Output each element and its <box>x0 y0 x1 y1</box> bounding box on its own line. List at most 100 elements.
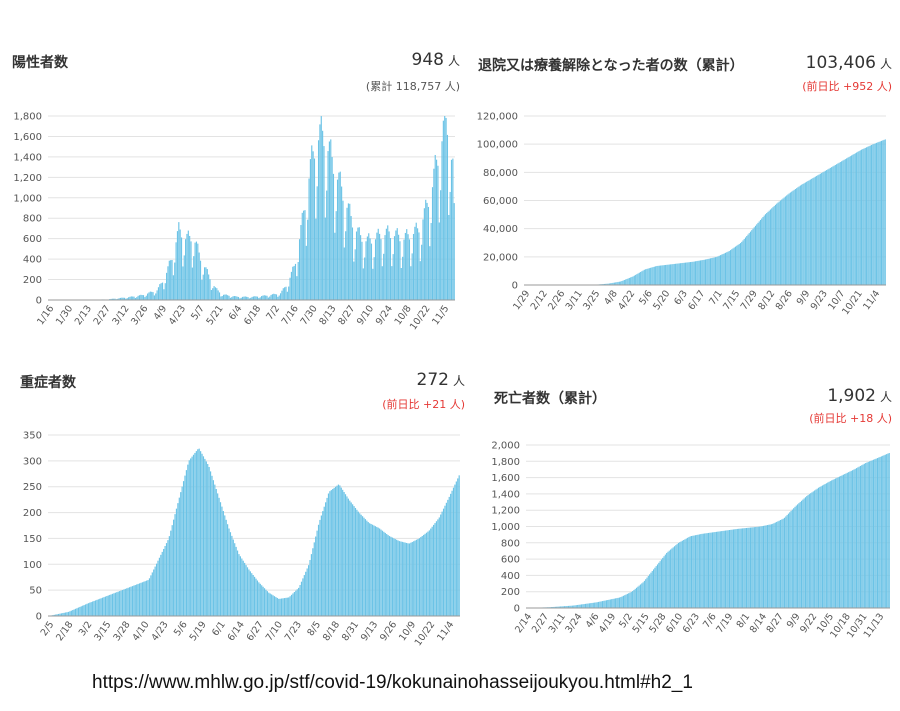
deaths-ytick-label: 1,000 <box>491 522 520 533</box>
recovered-bar <box>661 265 663 285</box>
deaths-bar <box>841 475 843 608</box>
recovered-bar <box>677 263 679 285</box>
deaths-bar <box>833 479 835 608</box>
severe-bar <box>157 560 159 616</box>
deaths-bar <box>742 528 744 608</box>
recovered-bar <box>708 258 710 285</box>
deaths-bar <box>853 469 855 608</box>
deaths-bar <box>719 531 721 608</box>
severe-bar <box>353 506 355 616</box>
positive-bar <box>251 296 253 300</box>
positive-ytick-label: 200 <box>23 275 42 286</box>
positive-bar <box>170 260 172 300</box>
positive-bar <box>122 297 124 300</box>
severe-bar <box>333 487 335 616</box>
deaths-bar <box>819 486 821 608</box>
severe-bar <box>411 541 413 616</box>
positive-bar <box>151 291 153 300</box>
severe-bar <box>208 466 210 616</box>
deaths-bar <box>858 466 860 608</box>
severe-ytick-label: 300 <box>23 456 42 467</box>
deaths-bar <box>700 534 702 608</box>
positive-title: 陽性者数 <box>12 55 68 71</box>
positive-bar <box>237 296 240 300</box>
positive-bar <box>233 296 236 300</box>
deaths-bar <box>748 527 750 608</box>
deaths-bar <box>845 473 847 608</box>
severe-bar <box>63 612 65 616</box>
positive-bar <box>427 206 430 300</box>
severe-bar <box>361 516 364 616</box>
deaths-bar <box>795 505 797 608</box>
positive-bar <box>294 263 297 300</box>
positive-bar <box>179 229 181 300</box>
positive-bar <box>446 134 449 300</box>
positive-bar <box>118 298 120 300</box>
positive-bar <box>152 292 154 300</box>
severe-bar <box>290 594 293 616</box>
recovered-bar <box>863 148 865 285</box>
severe-bar <box>111 593 114 616</box>
recovered-bar <box>784 196 786 285</box>
positive-bar <box>218 292 221 300</box>
recovered-bar <box>685 262 687 285</box>
positive-bar <box>387 225 389 300</box>
recovered-bar <box>821 172 823 285</box>
recovered-bar <box>716 256 718 285</box>
deaths-xtick-label: 4/19 <box>597 611 618 635</box>
deaths-bar <box>698 534 700 608</box>
deaths-count: 1,902 <box>827 386 876 406</box>
positive-bar <box>308 178 310 300</box>
recovered-bar <box>676 263 678 285</box>
recovered-bar <box>655 266 657 285</box>
deaths-bar <box>626 593 628 608</box>
deaths-bar <box>802 499 804 608</box>
positive-xtick-label: 6/4 <box>227 303 245 322</box>
severe-bar <box>300 581 303 616</box>
deaths-bar <box>876 458 879 608</box>
recovered-bar <box>857 151 859 285</box>
positive-bar <box>402 256 404 300</box>
severe-bar <box>173 519 175 616</box>
positive-bar <box>320 116 322 301</box>
severe-bar <box>100 598 102 616</box>
severe-bar <box>357 511 359 616</box>
positive-ytick-label: 800 <box>23 214 42 225</box>
recovered-bar <box>606 283 608 285</box>
deaths-bar <box>666 552 668 608</box>
recovered-bar <box>693 261 695 285</box>
severe-bar <box>211 475 213 616</box>
positive-bar <box>372 268 374 300</box>
recovered-bar <box>643 269 645 285</box>
positive-bar <box>279 293 282 300</box>
positive-xtick-label: 4/23 <box>167 303 188 327</box>
deaths-bar <box>595 602 597 608</box>
positive-bar <box>389 238 392 300</box>
positive-bar <box>110 298 112 300</box>
deaths-ytick-label: 1,400 <box>491 489 520 500</box>
positive-unit: 人 <box>447 54 460 68</box>
severe-bar <box>342 489 344 616</box>
recovered-bar <box>839 162 841 285</box>
severe-bar <box>330 490 332 616</box>
recovered-bar <box>853 153 855 285</box>
severe-xtick-label: 4/10 <box>130 619 151 643</box>
positive-bar <box>232 296 234 300</box>
recovered-bar <box>617 281 619 285</box>
deaths-bar <box>781 519 783 608</box>
positive-bar <box>163 289 165 300</box>
severe-bar <box>356 509 358 616</box>
positive-bar <box>130 296 132 300</box>
recovered-bar <box>804 182 806 285</box>
positive-bar <box>132 296 134 300</box>
positive-bar <box>160 283 162 300</box>
source-url: https://www.mhlw.go.jp/stf/covid-19/koku… <box>92 672 693 693</box>
positive-bar <box>313 158 316 300</box>
positive-bar <box>357 227 359 300</box>
deaths-bar <box>880 456 882 608</box>
positive-bar <box>301 212 303 300</box>
deaths-bar <box>850 470 852 608</box>
severe-unit: 人 <box>452 374 465 388</box>
positive-bar <box>164 283 166 300</box>
deaths-bar <box>658 562 660 608</box>
